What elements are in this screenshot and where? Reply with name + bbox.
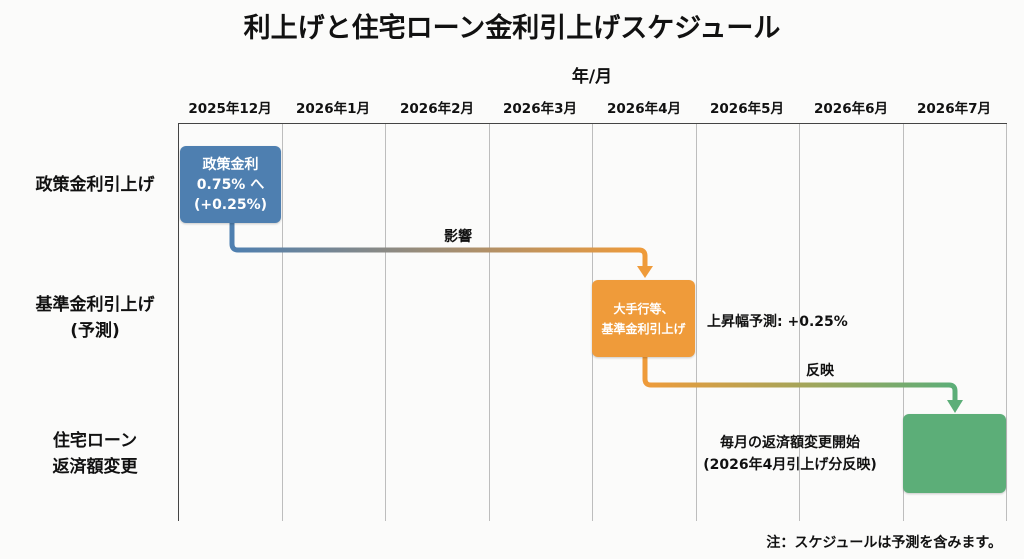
box-line: 基準金利引上げ	[601, 321, 686, 336]
box-line: 大手行等、	[613, 301, 674, 316]
grid-line	[799, 124, 800, 521]
row-label-line: 政策金利引上げ	[35, 175, 155, 195]
loan-change-box	[903, 414, 1006, 493]
row-label-base-rate: 基準金利引上げ (予測)	[10, 292, 180, 344]
loan-change-label: 毎月の返済額変更開始 (2026年4月引上げ分反映)	[680, 432, 900, 476]
grid-line	[385, 124, 386, 521]
grid-line	[178, 124, 179, 521]
influence-label: 影響	[444, 229, 472, 245]
grid-line	[489, 124, 490, 521]
row-label-policy-rate: 政策金利引上げ	[10, 172, 180, 198]
column-header: 2026年1月	[296, 101, 370, 117]
policy-rate-box: 政策金利 0.75% へ (+0.25%)	[180, 146, 281, 223]
grid-line	[696, 124, 697, 521]
column-header: 2026年7月	[917, 101, 991, 117]
influence-arrowhead	[637, 266, 653, 278]
row-label-line: 基準金利引上げ	[35, 295, 155, 315]
reflect-arrow	[642, 356, 958, 402]
annotation-line: 毎月の返済額変更開始	[720, 435, 860, 451]
footnote: 注：スケジュールは予測を含みます。	[766, 535, 1002, 551]
column-header: 2026年3月	[503, 101, 577, 117]
row-label-line: 住宅ローン	[52, 431, 138, 451]
column-header: 2026年2月	[400, 101, 474, 117]
row-label-line: (予測)	[70, 321, 120, 341]
grid-line	[282, 124, 283, 521]
box-line: (+0.25%)	[193, 196, 268, 213]
header-divider	[178, 123, 1007, 124]
box-line: 0.75% へ	[196, 176, 265, 193]
column-header: 2026年6月	[814, 101, 888, 117]
column-header: 2026年5月	[710, 101, 784, 117]
influence-arrow	[229, 222, 648, 268]
row-label-loan: 住宅ローン 返済額変更	[10, 428, 180, 480]
base-rate-box: 大手行等、 基準金利引上げ	[592, 280, 695, 357]
row-label-line: 返済額変更	[52, 457, 138, 477]
rise-forecast-label: 上昇幅予測: +0.25%	[707, 314, 848, 330]
chart-title: 利上げと住宅ローン金利引上げスケジュール	[243, 13, 781, 44]
reflect-label: 反映	[806, 363, 834, 379]
reflect-arrowhead	[947, 400, 963, 413]
column-header: 2026年4月	[607, 101, 681, 117]
column-header: 2025年12月	[188, 101, 272, 117]
axis-title: 年/月	[571, 67, 613, 87]
annotation-line: (2026年4月引上げ分反映)	[703, 457, 877, 473]
grid-line	[1006, 124, 1007, 521]
box-line: 政策金利	[202, 156, 259, 173]
grid-line	[903, 124, 904, 521]
